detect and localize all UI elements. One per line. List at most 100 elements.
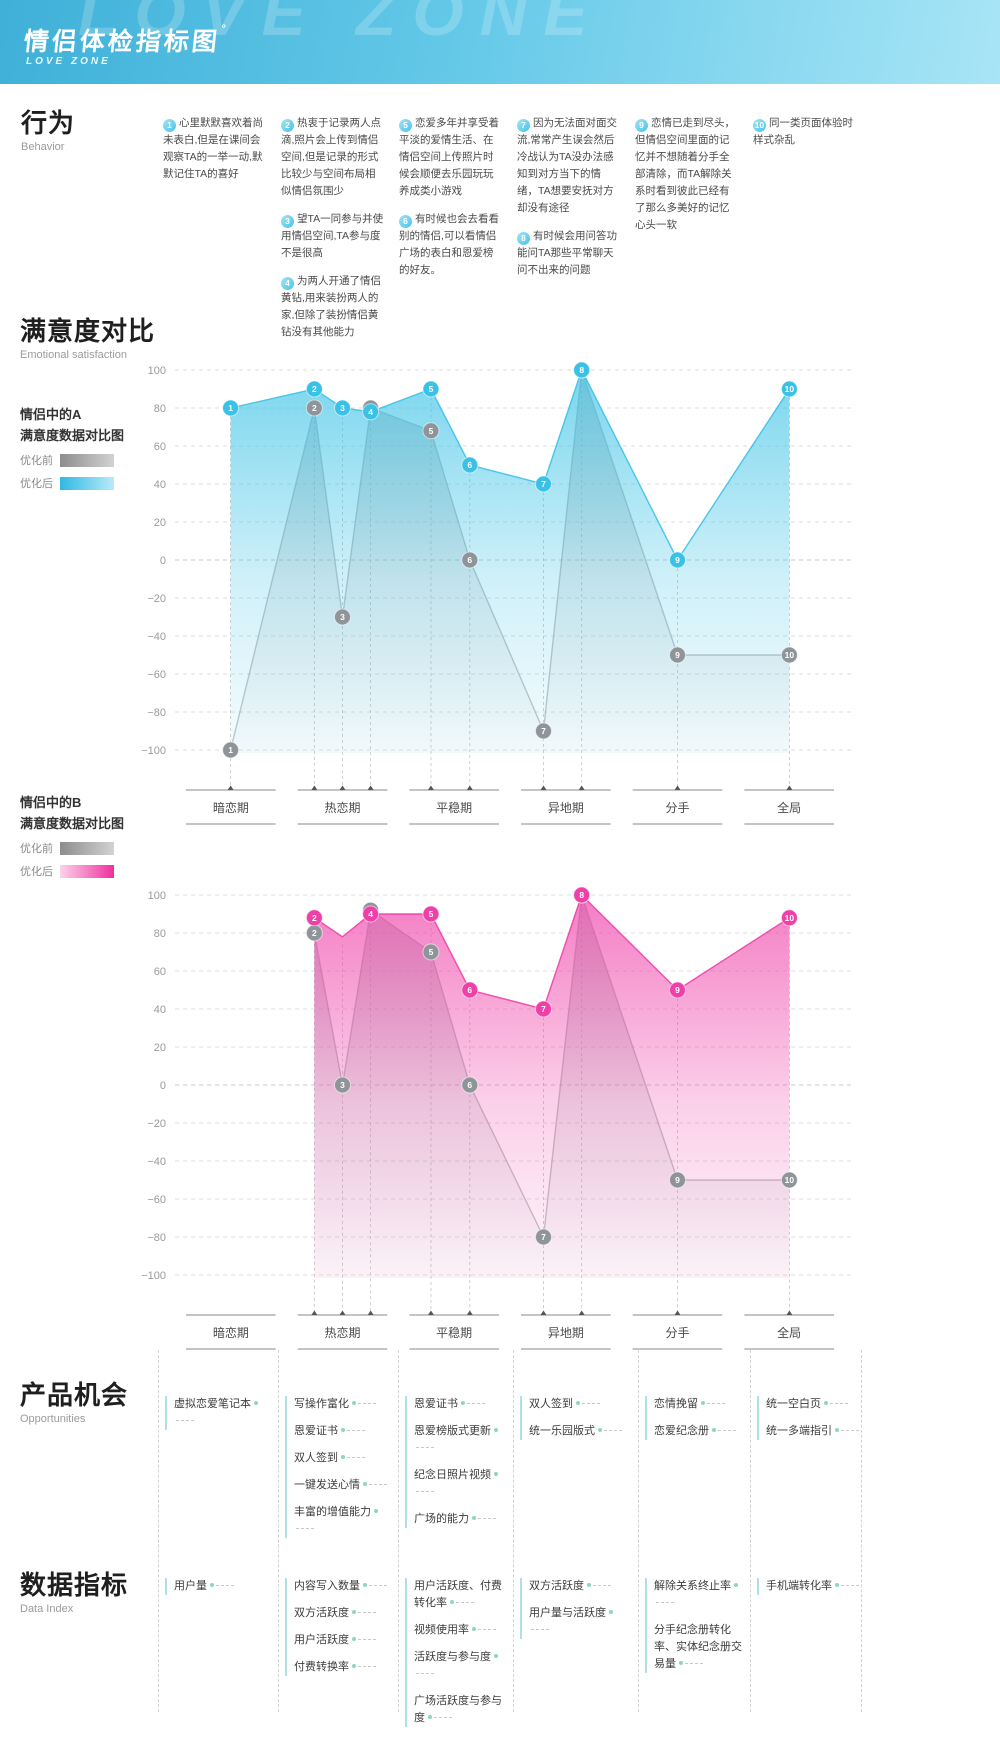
connector-dot <box>363 1583 367 1587</box>
data-point-number: 6 <box>467 555 472 565</box>
behavior-item: 2 热衷于记录两人点滴,照片会上传到情侣空间,但是记录的形式比较少与空间布局相似情… <box>281 117 381 197</box>
category-tick-marker <box>339 1310 346 1315</box>
connector-dot <box>352 1664 356 1669</box>
y-axis-tick-label: 40 <box>154 1004 166 1016</box>
behavior-item: 4 为两人开通了情侣黄钻,用来装扮两人的家,但除了装扮情侣黄钻没有其他能力 <box>281 275 381 338</box>
data-index-item: 双方活跃度 <box>294 1605 391 1622</box>
data-point-marker-before: 5 <box>422 943 440 961</box>
data-point-marker-after: 2 <box>305 380 323 398</box>
opportunity-item: 双人签到 <box>529 1396 626 1413</box>
data-point-number: 5 <box>429 384 434 394</box>
category-label: 异地期 <box>548 1326 584 1340</box>
behavior-columns: 1 心里默默喜欢着尚未表白,但是在课间会观察TA的一举一动,默默记住TA的喜好 2 热… <box>163 115 857 352</box>
category-tick-marker <box>427 1310 434 1315</box>
opportunity-item-label: 恩爱证书 <box>414 1398 458 1410</box>
data-point-number: 1 <box>228 745 233 755</box>
opportunity-list: 虚拟恋爱笔记本 <box>165 1396 271 1431</box>
connector-dot <box>428 1715 432 1720</box>
behavior-item-number-badge: 2 <box>281 119 294 132</box>
y-axis-tick-label: −40 <box>147 631 166 643</box>
connector-dot <box>450 1600 454 1605</box>
data-point-number: 2 <box>312 403 317 413</box>
data-index-item-label: 双方活跃度 <box>529 1580 584 1592</box>
connector-dot <box>461 1401 465 1405</box>
data-point-marker-after: 10 <box>780 380 798 398</box>
opportunity-list: 双人签到统一乐园版式 <box>520 1396 626 1441</box>
category-label: 暗恋期 <box>213 1325 249 1340</box>
behavior-item: 8 有时候会用问答功能问TA那些平常聊天问不出来的问题 <box>517 230 617 276</box>
data-index-item: 广场活跃度与参与度 <box>414 1693 511 1727</box>
data-index-item-label: 手机端转化率 <box>766 1580 832 1592</box>
connector-dot <box>472 1627 476 1632</box>
data-point-number: 8 <box>579 890 584 900</box>
data-index-item-label: 视频使用率 <box>414 1624 469 1637</box>
data-index-list: 解除关系终止率 分手纪念册转化率、实体纪念册交易量 <box>645 1578 751 1674</box>
connector-dashed-line <box>604 1430 622 1432</box>
data-point-marker-after: 10 <box>780 909 798 927</box>
data-index-column: 用户活跃度、付费转化率 视频使用率 活跃度与参与度 广场活跃度与参与度 <box>405 1578 511 1737</box>
opportunity-item: 一键发送心情 <box>294 1477 391 1494</box>
data-point-number: 9 <box>675 555 680 565</box>
data-index-item-label: 广场活跃度与参与度 <box>414 1695 502 1725</box>
opportunity-column: 恩爱证书 恩爱榜版式更新 纪念日照片视频 广场的能力 <box>405 1396 511 1538</box>
data-point-number: 2 <box>312 384 317 394</box>
data-point-marker-before: 9 <box>669 646 686 664</box>
category-label: 平稳期 <box>436 1325 472 1340</box>
data-point-number: 6 <box>467 985 472 995</box>
connector-dot <box>824 1401 828 1405</box>
connector-dashed-line <box>531 1629 549 1631</box>
data-point-marker-after: 5 <box>422 380 440 398</box>
connector-dashed-line <box>467 1403 485 1404</box>
category-tick-marker <box>578 1310 585 1315</box>
data-index-item-label: 双方活跃度 <box>294 1607 349 1620</box>
column-separator-dashed-line <box>158 1350 159 1712</box>
data-point-marker-after: 3 <box>334 399 351 417</box>
opportunities-title: 产品机会 <box>20 1380 129 1410</box>
category-label: 暗恋期 <box>213 800 249 815</box>
connector-dashed-line <box>216 1585 234 1586</box>
behavior-item-number-badge: 9 <box>635 119 648 132</box>
column-separator-dashed-line <box>398 1350 399 1712</box>
legend-before-swatch <box>60 841 114 855</box>
y-axis-tick-label: 0 <box>160 555 166 567</box>
y-axis-tick-label: 60 <box>154 966 166 978</box>
data-point-marker-after: 7 <box>535 475 552 493</box>
column-separator-dashed-line <box>750 1350 751 1712</box>
opportunity-item-label: 统一多端指引 <box>766 1425 832 1438</box>
legend-row-before: 优化前 <box>20 840 114 856</box>
data-point-number: 3 <box>340 403 345 413</box>
legend-row-before: 优化前 <box>20 452 114 468</box>
opportunity-list: 统一空白页 统一多端指引 <box>757 1396 863 1441</box>
opportunity-item: 写操作富化 <box>294 1396 391 1413</box>
chart-b-label-line1: 情侣中的B <box>20 795 82 810</box>
behavior-item: 3 望TA一同参与并使用情侣空间,TA参与度不是很高 <box>281 213 384 259</box>
data-point-number: 7 <box>541 1004 546 1014</box>
connector-dashed-line <box>369 1585 387 1586</box>
data-index-subtitle: Data Index <box>20 1603 74 1615</box>
data-point-marker-after: 9 <box>669 981 686 999</box>
y-axis-tick-label: 80 <box>154 928 166 940</box>
data-point-number: 4 <box>368 407 373 417</box>
opportunity-item-label: 一键发送心情 <box>294 1479 360 1492</box>
opportunity-item-label: 恩爱榜版式更新 <box>414 1425 491 1438</box>
connector-dashed-line <box>416 1491 434 1493</box>
y-axis-tick-label: 100 <box>148 365 166 377</box>
connector-dot <box>254 1401 258 1405</box>
opportunity-column: 写操作富化 恩爱证书 双人签到 一键发送心情 丰富的增值能力 <box>285 1396 391 1548</box>
data-index-item: 分手纪念册转化率、实体纪念册交易量 <box>654 1622 751 1673</box>
data-point-marker-before: 9 <box>669 1171 686 1189</box>
connector-dot <box>679 1661 683 1666</box>
chart-a-label: 情侣中的A 满意度数据对比图 <box>20 405 124 447</box>
satisfaction-chart-b: 100806040200−20−40−60−80−100234567891024… <box>141 886 851 1350</box>
category-tick-marker <box>578 785 585 790</box>
opportunity-item-label: 统一乐园版式 <box>529 1425 595 1438</box>
connector-dashed-line <box>358 1612 376 1614</box>
behavior-item-number-badge: 5 <box>399 119 412 132</box>
data-point-number: 3 <box>340 612 345 622</box>
behavior-item-number-badge: 4 <box>281 277 294 290</box>
behavior-item-number-badge: 8 <box>517 232 530 245</box>
connector-dot <box>587 1583 591 1587</box>
opportunity-item: 恋情挽留 <box>654 1396 751 1413</box>
behavior-item: 1 心里默默喜欢着尚未表白,但是在课间会观察TA的一举一动,默默记住TA的喜好 <box>163 117 263 180</box>
